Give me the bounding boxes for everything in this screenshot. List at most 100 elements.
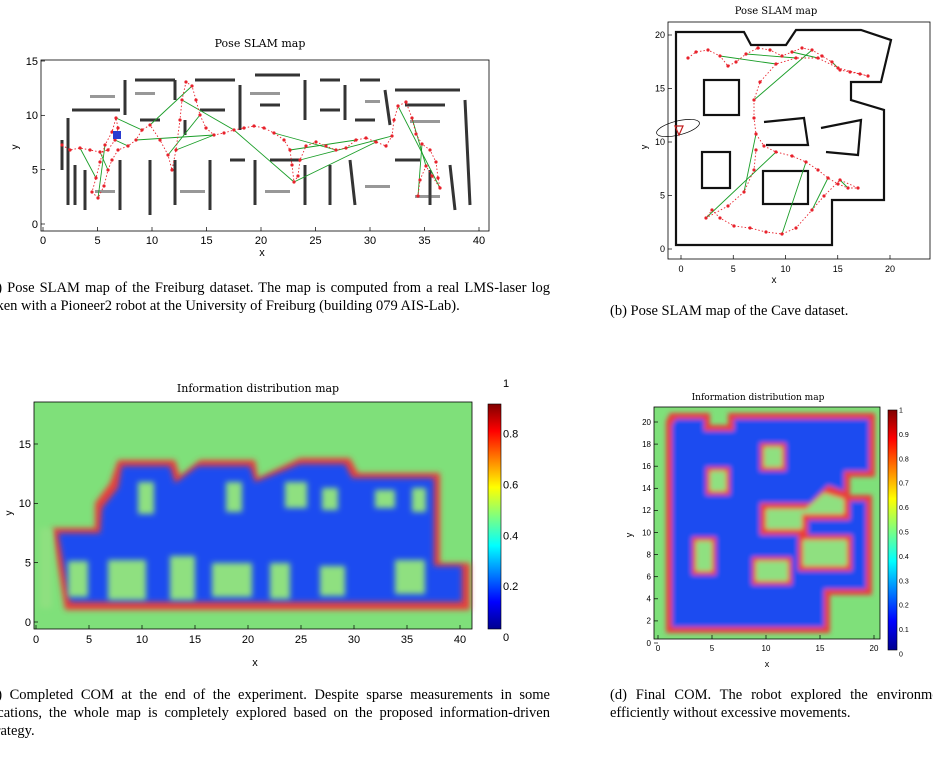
figure-b-pose-dot (830, 60, 834, 64)
figure-b-pose-dot (800, 46, 804, 50)
figure-d-xtick-label: 0 (656, 644, 661, 653)
figure-a-pose-dot (102, 184, 106, 188)
figure-d-colorbar-ticks: 0 0.1 0.2 0.3 0.4 0.5 0.6 0.7 0.8 0.9 1 (899, 407, 909, 658)
figure-b-pose-dot (754, 148, 758, 152)
figure-d-colorbar-tick-label: 0.8 (899, 456, 909, 463)
figure-a-pose-dot (180, 98, 184, 102)
figure-a-xtick-label: 20 (255, 235, 267, 247)
figure-b-xticks: 0 5 10 15 20 (678, 255, 895, 274)
figure-d-colorbar-tick-label: 0.3 (899, 578, 909, 585)
figure-a-pose-dot (384, 144, 388, 148)
figure-d-colorbar (887, 409, 898, 651)
figure-c-plot: Information distribution map 0 5 10 15 20 25 3… (4, 378, 518, 669)
figure-b-pose-dot (838, 68, 842, 72)
figure-b-title: Pose SLAM map (735, 6, 818, 17)
figure-b-pose-dot (804, 160, 808, 164)
figure-c-xtick-label: 20 (242, 634, 254, 646)
figure-b-pose-dot (810, 48, 814, 52)
figure-b-pose-dot (726, 64, 730, 68)
figure-a-loop-link (293, 141, 377, 183)
figure-a-pose-dot (344, 146, 348, 150)
figure-a-pose-dot (78, 146, 82, 150)
figure-d-ylabel: y (624, 532, 634, 537)
figure-a-loop-link (79, 147, 97, 179)
figure-a-ylabel: y (10, 145, 21, 150)
figure-a-map-walls (60, 73, 472, 215)
figure-a-pose-dot (290, 163, 294, 167)
figure-b-pose-dot (686, 56, 690, 60)
figure-b-loop-link (791, 51, 819, 59)
figure-a-pose-dot (436, 176, 440, 180)
figure-b-pose-dot (732, 224, 736, 228)
figure-c-xtick-label: 10 (136, 634, 148, 646)
figure-d-xtick-label: 15 (816, 644, 825, 653)
figure-a-loop-link (115, 117, 143, 131)
figure-a-loop-link (233, 129, 295, 183)
figure-a-xtick-label: 40 (473, 235, 485, 247)
figure-d-xlabel: x (765, 659, 770, 669)
figure-a-xlabel: x (259, 247, 265, 259)
figure-b-pose-dot (838, 178, 842, 182)
figure-b-pose-dot (810, 208, 814, 212)
figure-b-xtick-label: 10 (780, 264, 790, 274)
figure-d-colorbar-tick-label: 0.4 (899, 554, 909, 561)
figure-b-loop-link (745, 53, 797, 59)
figure-b-pose-dot (762, 144, 766, 148)
figure-c-xlabel: x (252, 657, 258, 669)
figure-a-pose-dot (134, 138, 138, 142)
figure-a-pose-dot (106, 168, 110, 172)
figure-a-loop-link (99, 151, 109, 171)
figure-a-pose-dot (262, 126, 266, 130)
figure-a-pose-dot (184, 80, 188, 84)
figure-b-pose-dot (848, 70, 852, 74)
figure-a-ytick-label: 15 (26, 56, 38, 68)
figure-b-robot-marker (674, 125, 684, 137)
figure-b-pose-dot (846, 186, 850, 190)
figure-a-pose-dot (414, 132, 418, 136)
figure-a-pose-dot (90, 190, 94, 194)
figure-a-xtick-label: 10 (146, 235, 158, 247)
figure-b-plot: Pose SLAM map 0 5 10 15 20 0 5 10 15 20 x y (639, 6, 931, 286)
figure-b-pose-dot (780, 54, 784, 58)
figure-c-xtick-label: 15 (189, 634, 201, 646)
figure-a-pose-dot (232, 128, 236, 132)
figure-a: Pose SLAM map 0 5 10 15 20 25 30 35 40 0 5 10 15 x … (0, 0, 500, 262)
figure-d-xtick-label: 10 (762, 644, 771, 653)
figure-b-yticks: 0 5 10 15 20 (655, 30, 672, 254)
figure-a-loop-link (149, 85, 193, 126)
figure-a-pose-dot (190, 84, 194, 88)
figure-c-colorbar-tick-label: 1 (503, 378, 509, 390)
figure-a-loop-link (114, 139, 129, 147)
figure-b-ytick-label: 10 (655, 137, 665, 147)
figure-c-ytick-label: 0 (25, 617, 31, 629)
figure-c-colorbar (487, 403, 502, 630)
figure-b-pose-dot (858, 72, 862, 76)
figure-b-pose-dot (748, 226, 752, 230)
figure-b-loop-link (705, 151, 777, 219)
figure-a-pose-dot (116, 148, 120, 152)
figure-d-ytick-label: 16 (642, 462, 651, 471)
figure-a-caption: (a) Pose SLAM map of the Freiburg datase… (0, 280, 550, 314)
figure-b-pose-dot (754, 132, 758, 136)
figure-a-yticks: 0 5 10 15 (26, 56, 45, 231)
figure-a-xtick-label: 15 (200, 235, 212, 247)
figure-a-pose-dot (116, 126, 120, 130)
figure-b-xtick-label: 15 (833, 264, 843, 274)
figure-a-pose-dot (140, 128, 144, 132)
figure-b-loop-link (743, 133, 757, 193)
figure-a-pose-dot (292, 180, 296, 184)
figure-b-pose-dot (774, 62, 778, 66)
figure-a-pose-dot (98, 160, 102, 164)
figure-d-title: Information distribution map (692, 393, 825, 403)
figure-c-ytick-label: 10 (19, 498, 31, 510)
figure-a-pose-dot (314, 140, 318, 144)
figure-b-pose-dot (704, 216, 708, 220)
figure-a-pose-dot (170, 168, 174, 172)
figure-a-pose-dot (334, 148, 338, 152)
figure-a-pose-dot (96, 196, 100, 200)
figure-c-yticks: 0 5 10 15 (19, 439, 38, 629)
figure-b-pose-dot (726, 204, 730, 208)
figure-c-caption: (c) Completed COM at the end of the expe… (0, 687, 550, 739)
